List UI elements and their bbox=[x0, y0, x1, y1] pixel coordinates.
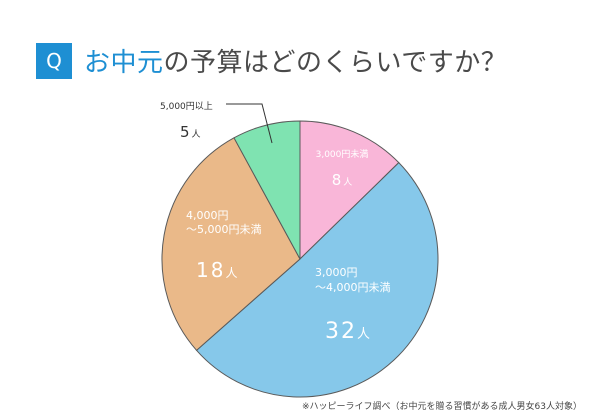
question-badge: Q bbox=[36, 42, 72, 79]
slice-value-0: 8人 bbox=[332, 171, 353, 189]
slice-value-2: 18人 bbox=[196, 258, 237, 282]
title-rest: の予算はどのくらいですか？ bbox=[163, 48, 508, 78]
slice-label-1-line-1: ～4,000円未満 bbox=[315, 281, 391, 294]
slice-label-1-line-0: 3,000円 bbox=[315, 266, 358, 279]
slice-value-1: 32人 bbox=[325, 319, 370, 344]
pie-slices bbox=[161, 120, 439, 398]
pie-slice-1 bbox=[195, 161, 439, 398]
pie-slice-2 bbox=[161, 137, 301, 352]
footnote: ※ハッピーライフ調べ（お中元を贈る習慣がある成人男女63人対象） bbox=[302, 402, 582, 412]
pie-labels: 3,000円未満 8人 3,000円 ～4,000円未満 32人 4,000円～5,000… bbox=[160, 101, 391, 344]
chart-title: お中元の予算はどのくらいですか？ bbox=[84, 42, 507, 79]
leader-line bbox=[226, 103, 273, 144]
slice-label-2-line-1: ～5,000円未満 bbox=[186, 223, 262, 236]
slice-label-3-line-0: 5,000円以上 bbox=[160, 101, 213, 112]
slice-label-0-line-0: 3,000円未満 bbox=[316, 148, 369, 160]
pie-slice-0 bbox=[299, 120, 400, 261]
chart-title-row: Q お中元の予算はどのくらいですか？ bbox=[36, 42, 507, 79]
slice-label-2-line-0: 4,000円 bbox=[186, 209, 229, 222]
pie-slice-3 bbox=[233, 120, 301, 260]
title-accent: お中元 bbox=[84, 48, 164, 78]
slice-value-3: 5人 bbox=[180, 123, 201, 141]
